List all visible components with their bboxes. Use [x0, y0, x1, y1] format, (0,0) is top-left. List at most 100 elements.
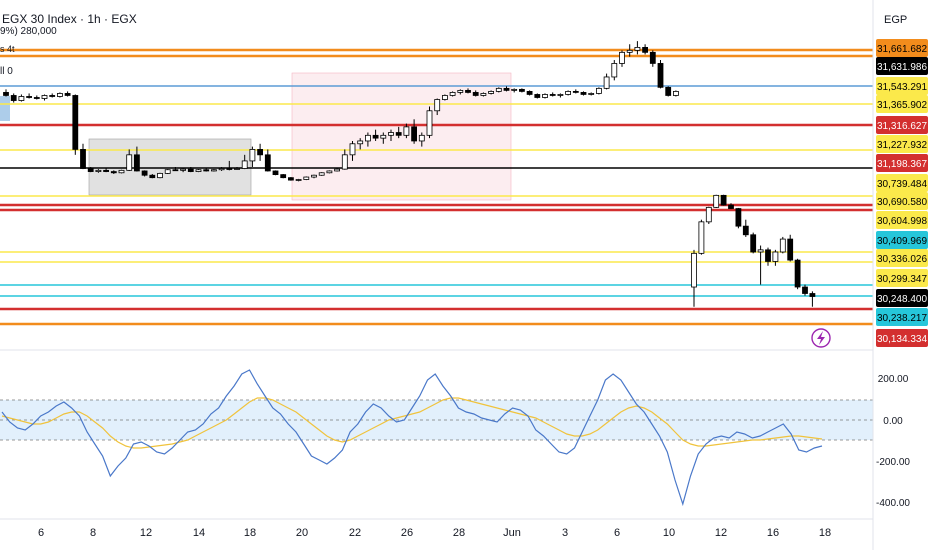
candle-body: [349, 143, 356, 156]
candle-body: [26, 96, 33, 98]
candle-body: [411, 126, 418, 142]
candle-body: [403, 126, 410, 136]
candle-body: [341, 154, 348, 170]
candle-body: [698, 221, 705, 254]
candle-body: [318, 172, 325, 176]
candle-body: [272, 170, 279, 176]
candle-body: [619, 51, 625, 64]
candle-body: [787, 238, 794, 261]
candle-body: [657, 63, 664, 88]
candle-body: [588, 93, 595, 95]
candle-body: [557, 94, 564, 96]
candle-body: [809, 293, 816, 297]
candle-body: [742, 225, 749, 236]
candle-body: [287, 177, 294, 181]
price-label: 31,365.902: [877, 100, 927, 111]
candle-body: [634, 46, 641, 51]
time-axis-label: 20: [296, 527, 308, 539]
candle-body: [195, 169, 202, 172]
candle-body: [534, 94, 541, 98]
candle-body: [149, 174, 156, 179]
candle-body: [311, 174, 317, 178]
candle-body: [642, 46, 648, 53]
candle-body: [372, 134, 379, 139]
flash-icon[interactable]: [811, 328, 831, 348]
candle-body: [728, 204, 734, 209]
candle-body: [441, 95, 448, 100]
candle-body: [735, 208, 742, 227]
price-label-bg: [876, 116, 928, 134]
time-axis-label: 26: [401, 527, 413, 539]
candle-body: [110, 171, 117, 174]
candle-body: [364, 134, 371, 142]
price-label-bg: [876, 95, 928, 113]
candle-body: [503, 87, 510, 91]
candle-body: [542, 94, 548, 98]
left-blue-zone: [0, 96, 10, 121]
candle-body: [802, 286, 808, 294]
candle-body: [649, 51, 656, 64]
candle-body: [257, 149, 264, 156]
price-label: 30,409.969: [877, 236, 927, 247]
price-label: 30,690.580: [877, 197, 927, 208]
candle-body: [611, 63, 618, 78]
currency-label: EGP: [884, 14, 908, 26]
candle-body: [249, 149, 256, 162]
candlestick-series: [3, 41, 816, 307]
price-label: 30,604.998: [877, 216, 927, 227]
time-axis-label: 10: [663, 527, 675, 539]
candle-body: [334, 168, 341, 172]
candle-body: [80, 149, 86, 169]
candle-body: [572, 91, 579, 93]
candle-body: [234, 168, 240, 170]
candle-body: [705, 206, 712, 223]
oscillator-band: [0, 400, 873, 440]
price-label-bg: [876, 231, 928, 249]
price-label-bg: [876, 308, 928, 326]
candle-body: [519, 88, 525, 92]
price-label: 31,631.986: [877, 62, 927, 73]
candle-body: [118, 169, 125, 174]
price-label: 30,238.217: [877, 313, 927, 324]
candle-body: [303, 176, 310, 180]
price-label-bg: [876, 211, 928, 229]
time-axis-label: 16: [767, 527, 779, 539]
candle-body: [565, 91, 571, 95]
price-label-bg: [876, 269, 928, 287]
time-axis-label: 12: [140, 527, 152, 539]
time-axis-label: 12: [715, 527, 727, 539]
candle-body: [772, 251, 779, 262]
oscillator-line: [1, 369, 823, 507]
indicator-legend-2: ll 0: [0, 66, 13, 77]
candle-body: [434, 99, 441, 112]
candle-body: [794, 259, 801, 288]
candle-body: [57, 93, 63, 97]
candle-body: [264, 154, 271, 172]
candle-body: [64, 93, 71, 96]
candle-body: [72, 95, 79, 150]
symbol-title[interactable]: EGX 30 Index · 1h · EGX: [2, 12, 137, 26]
price-label-bg: [876, 77, 928, 95]
candle-body: [549, 94, 556, 96]
time-axis-label: 22: [349, 527, 361, 539]
candle-body: [626, 49, 633, 53]
time-axis-label: 18: [244, 527, 256, 539]
oscillator-pane: [0, 369, 873, 507]
price-label: 31,543.291: [877, 82, 927, 93]
price-label-bg: [876, 154, 928, 172]
price-label: 31,316.627: [877, 121, 927, 132]
time-axis-label: 8: [90, 527, 96, 539]
candle-body: [691, 252, 697, 288]
candle-body: [103, 169, 109, 172]
candle-body: [418, 134, 425, 142]
candle-body: [472, 92, 479, 96]
candle-body: [49, 95, 56, 97]
candle-body: [395, 132, 402, 136]
price-label-bg: [876, 249, 928, 267]
candle-body: [218, 168, 225, 171]
price-label: 31,661.682: [877, 44, 927, 55]
candle-body: [210, 169, 217, 172]
price-label-bg: [876, 57, 928, 75]
